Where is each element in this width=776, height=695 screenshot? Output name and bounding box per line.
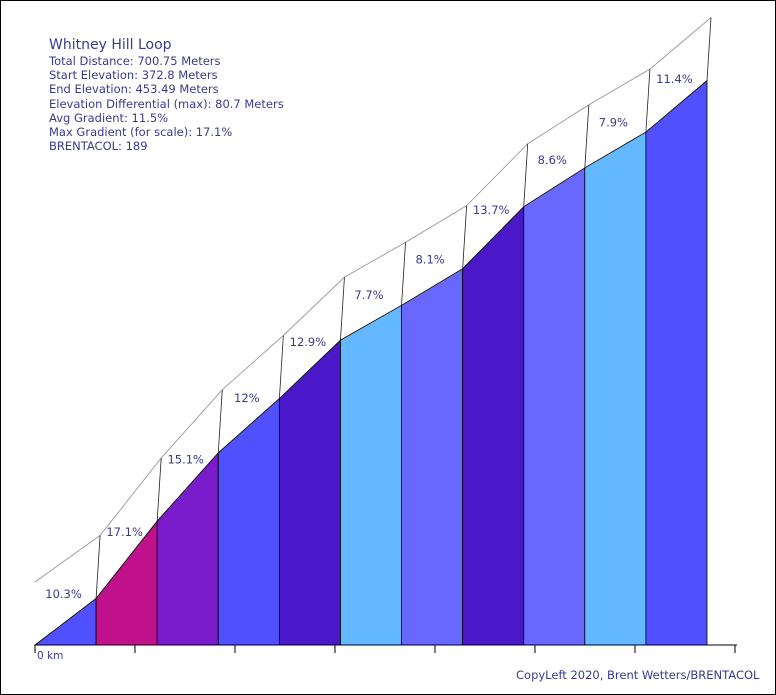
copyleft-text: CopyLeft 2020, Brent Wetters/BRENTACOL [516, 668, 760, 682]
label-band-divider [523, 143, 529, 207]
segment-gradient-label: 13.7% [473, 203, 510, 217]
label-band-divider [645, 69, 651, 133]
label-band-divider [462, 205, 468, 269]
label-band-divider [156, 458, 162, 522]
label-band-top-edge [34, 17, 712, 583]
segment-gradient-label: 12.9% [290, 335, 327, 349]
gradient-segment [95, 519, 158, 646]
brentacol-score: BRENTACOL: 189 [49, 139, 148, 154]
gradient-segment [217, 397, 280, 646]
gradient-segment [340, 304, 402, 646]
segment-gradient-label: 8.1% [415, 253, 444, 267]
gradient-segment [645, 79, 708, 646]
route-title: Whitney Hill Loop [49, 37, 172, 53]
segment-gradient-label: 7.7% [354, 288, 383, 302]
label-band-divider [706, 17, 712, 81]
gradient-segment [584, 131, 647, 646]
segment-gradient-label: 12% [234, 391, 260, 405]
elevation-differential: Elevation Differential (max): 80.7 Meter… [49, 96, 284, 111]
route-info: Whitney Hill Loop Total Distance: 700.75… [49, 36, 284, 153]
segment-gradient-label: 10.3% [45, 587, 82, 601]
label-band-divider [278, 335, 284, 399]
segment-gradient-label: 17.1% [106, 525, 143, 539]
segment-gradient-label: 11.4% [656, 72, 693, 86]
gradient-segment [462, 205, 525, 646]
label-band-divider [401, 242, 406, 306]
gradient-segment [523, 167, 586, 646]
avg-gradient: Avg Gradient: 11.5% [49, 110, 169, 125]
gradient-segment [401, 267, 464, 646]
gradient-segment [278, 339, 341, 646]
segment-gradient-label: 8.6% [538, 153, 567, 167]
label-band-divider [217, 389, 223, 453]
label-band-divider [95, 535, 101, 599]
segment-gradient-label: 7.9% [599, 115, 628, 129]
label-band-divider [584, 104, 590, 168]
segment-gradient-label: 15.1% [167, 452, 204, 466]
label-band-divider [340, 277, 345, 341]
start-elevation: Start Elevation: 372.8 Meters [49, 68, 218, 83]
x-tick-label: 0 km [37, 650, 63, 662]
end-elevation: End Elevation: 453.49 Meters [49, 82, 219, 97]
max-gradient: Max Gradient (for scale): 17.1% [49, 125, 233, 140]
gradient-segment [156, 451, 219, 646]
total-distance: Total Distance: 700.75 Meters [49, 54, 221, 68]
gradient-segment [33, 597, 97, 646]
